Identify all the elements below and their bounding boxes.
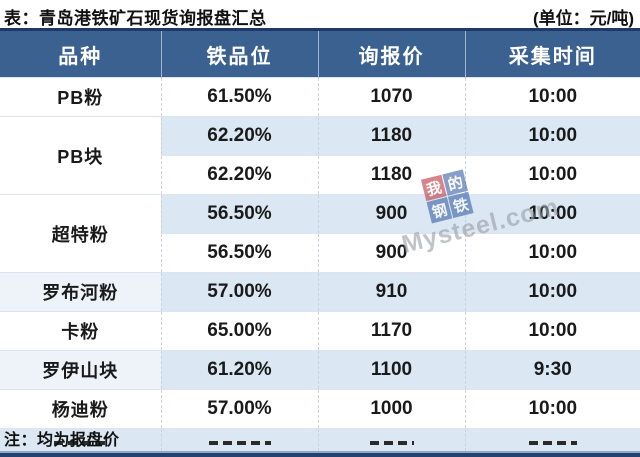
time-cell: 10:00 [464, 311, 640, 351]
table-row: 罗布河粉 57.00% 910 10:00 [0, 272, 640, 312]
time-cell: 10:00 [464, 272, 640, 312]
price-cell: 900 [317, 233, 465, 273]
grade-cell: 62.20% [160, 155, 318, 195]
price-cell: 1180 [317, 116, 465, 156]
table-row: 卡粉 65.00% 1170 10:00 [0, 311, 640, 351]
time-cell: 10:00 [464, 389, 640, 429]
price-cell: 1000 [317, 389, 465, 429]
table-row: 56.50% 900 10:00 [0, 233, 640, 273]
variety-cell: 超特粉 [0, 194, 161, 273]
price-table: 品种 铁品位 询报价 采集时间 PB粉 61.50% 1070 10:00 PB块 62.… [0, 31, 640, 451]
grade-cell: 65.00% [160, 311, 318, 351]
grade-cell: 57.00% [160, 272, 318, 312]
price-cell: 1100 [317, 350, 465, 390]
grade-cell: 62.20% [160, 116, 318, 156]
variety-cell: PB块 [0, 116, 161, 195]
table-bottom-border [0, 451, 640, 457]
cropped-row-remnants [0, 428, 640, 451]
grade-cell: 56.50% [160, 194, 318, 234]
table-row: 超特粉 56.50% 900 10:00 [0, 194, 640, 273]
variety-cell: 卡粉 [0, 311, 161, 351]
table-top-border [0, 28, 640, 31]
grade-cell: 61.50% [160, 77, 318, 117]
variety-cell: 罗布河粉 [0, 272, 161, 312]
time-cell: 10:00 [464, 155, 640, 195]
grade-cell: 61.20% [160, 350, 318, 390]
table-row: 罗伊山块 61.20% 1100 9:30 [0, 350, 640, 390]
cropped-cell [317, 428, 465, 451]
footnote: 注：均为报盘价 [4, 432, 120, 449]
variety-cell: 杨迪粉 [0, 389, 161, 429]
price-table-wrap: 品种 铁品位 询报价 采集时间 PB粉 61.50% 1070 10:00 PB块 62.… [0, 28, 640, 457]
time-cell: 10:00 [464, 77, 640, 117]
table-row: 杨迪粉 57.00% 1000 10:00 [0, 389, 640, 429]
cropped-cell [464, 428, 640, 451]
header-variety: 品种 [0, 31, 161, 78]
grade-cell: 56.50% [160, 233, 318, 273]
table-row: PB块 62.20% 1180 10:00 [0, 116, 640, 195]
header-grade: 铁品位 [160, 31, 318, 78]
variety-cell: PB粉 [0, 77, 161, 117]
price-cell: 1180 [317, 155, 465, 195]
time-cell: 10:00 [464, 116, 640, 156]
table-row: PB粉 61.50% 1070 10:00 [0, 77, 640, 117]
time-cell: 9:30 [464, 350, 640, 390]
header-time: 采集时间 [464, 31, 640, 78]
header-price: 询报价 [317, 31, 465, 78]
unit-label: (单位：元/吨) [532, 8, 634, 28]
title-bar: 表：青岛港铁矿石现货询报盘汇总 (单位：元/吨) [0, 4, 640, 28]
variety-cell: 罗伊山块 [0, 350, 161, 390]
time-cell: 10:00 [464, 233, 640, 273]
time-cell: 10:00 [464, 194, 640, 234]
table-title: 表：青岛港铁矿石现货询报盘汇总 [4, 8, 267, 28]
price-cell: 900 [317, 194, 465, 234]
cropped-cell [160, 428, 318, 451]
cropped-cell [0, 428, 161, 451]
table-body: PB粉 61.50% 1070 10:00 PB块 62.20% 1180 10:00 62.2… [0, 77, 640, 451]
header-row: 品种 铁品位 询报价 采集时间 [0, 31, 640, 78]
price-cell: 910 [317, 272, 465, 312]
grade-cell: 57.00% [160, 389, 318, 429]
price-cell: 1070 [317, 77, 465, 117]
price-cell: 1170 [317, 311, 465, 351]
